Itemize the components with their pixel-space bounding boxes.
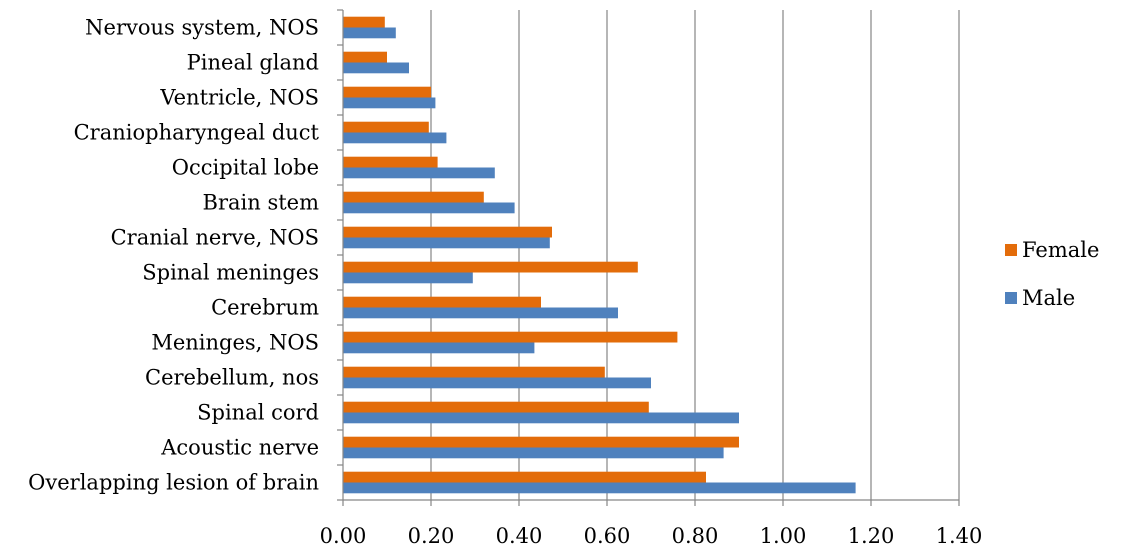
bar-male [343, 167, 495, 179]
x-tick-label: 0.80 [672, 524, 719, 548]
x-tick-label: 0.20 [408, 524, 455, 548]
category-label: Acoustic nerve [160, 436, 319, 460]
bar-male [343, 482, 856, 494]
bar-female [343, 51, 387, 63]
x-tick-label: 1.40 [936, 524, 983, 548]
category-label: Occipital lobe [172, 156, 319, 180]
bar-male [343, 62, 409, 74]
category-label: Cerebellum, nos [145, 366, 319, 390]
category-label: Overlapping lesion of brain [28, 471, 319, 495]
category-label: Craniopharyngeal duct [74, 121, 320, 145]
bar-female [343, 226, 552, 238]
bar-male [343, 237, 550, 249]
bar-female [343, 331, 678, 343]
x-tick-label: 1.20 [848, 524, 895, 548]
bar-male [343, 342, 535, 354]
bar-female [343, 296, 541, 308]
category-label: Brain stem [203, 191, 320, 215]
bar-female [343, 261, 638, 273]
bar-male [343, 412, 739, 424]
bar-male [343, 272, 473, 284]
bar-female [343, 156, 438, 168]
bar-male [343, 377, 651, 389]
bar-female [343, 471, 706, 483]
bar-male [343, 132, 447, 144]
legend: Female Male [1005, 238, 1099, 310]
category-label: Spinal cord [197, 401, 319, 425]
bar-male [343, 447, 724, 459]
bar-female [343, 191, 484, 203]
bar-female [343, 86, 431, 98]
bar-female [343, 401, 649, 413]
bar-male [343, 27, 396, 39]
category-label: Pineal gland [187, 51, 319, 75]
x-tick-label: 0.40 [496, 524, 543, 548]
legend-swatch-male [1005, 292, 1017, 304]
bar-male [343, 202, 515, 214]
bar-female [343, 121, 429, 133]
category-label: Meninges, NOS [151, 331, 319, 355]
legend-label-male: Male [1022, 286, 1075, 310]
axes [337, 9, 960, 506]
x-tick-label: 0.00 [320, 524, 367, 548]
legend-label-female: Female [1022, 238, 1099, 262]
category-labels: Overlapping lesion of brain Acoustic nerv… [28, 16, 319, 495]
gridlines [430, 10, 960, 500]
bar-male [343, 97, 436, 109]
category-label: Nervous system, NOS [85, 16, 319, 40]
bar-male [343, 307, 618, 319]
category-label: Cerebrum [211, 296, 319, 320]
bar-female [343, 366, 605, 378]
x-tick-label: 0.60 [584, 524, 631, 548]
legend-swatch-female [1005, 244, 1017, 256]
category-label: Cranial nerve, NOS [111, 226, 319, 250]
bars [343, 16, 856, 494]
category-label: Spinal meninges [142, 261, 319, 285]
x-tick-labels: 0.00 0.20 0.40 0.60 0.80 1.00 1.20 1.40 [320, 524, 983, 548]
x-tick-label: 1.00 [760, 524, 807, 548]
bar-female [343, 436, 739, 448]
bar-female [343, 16, 385, 28]
category-label: Ventricle, NOS [159, 86, 319, 110]
